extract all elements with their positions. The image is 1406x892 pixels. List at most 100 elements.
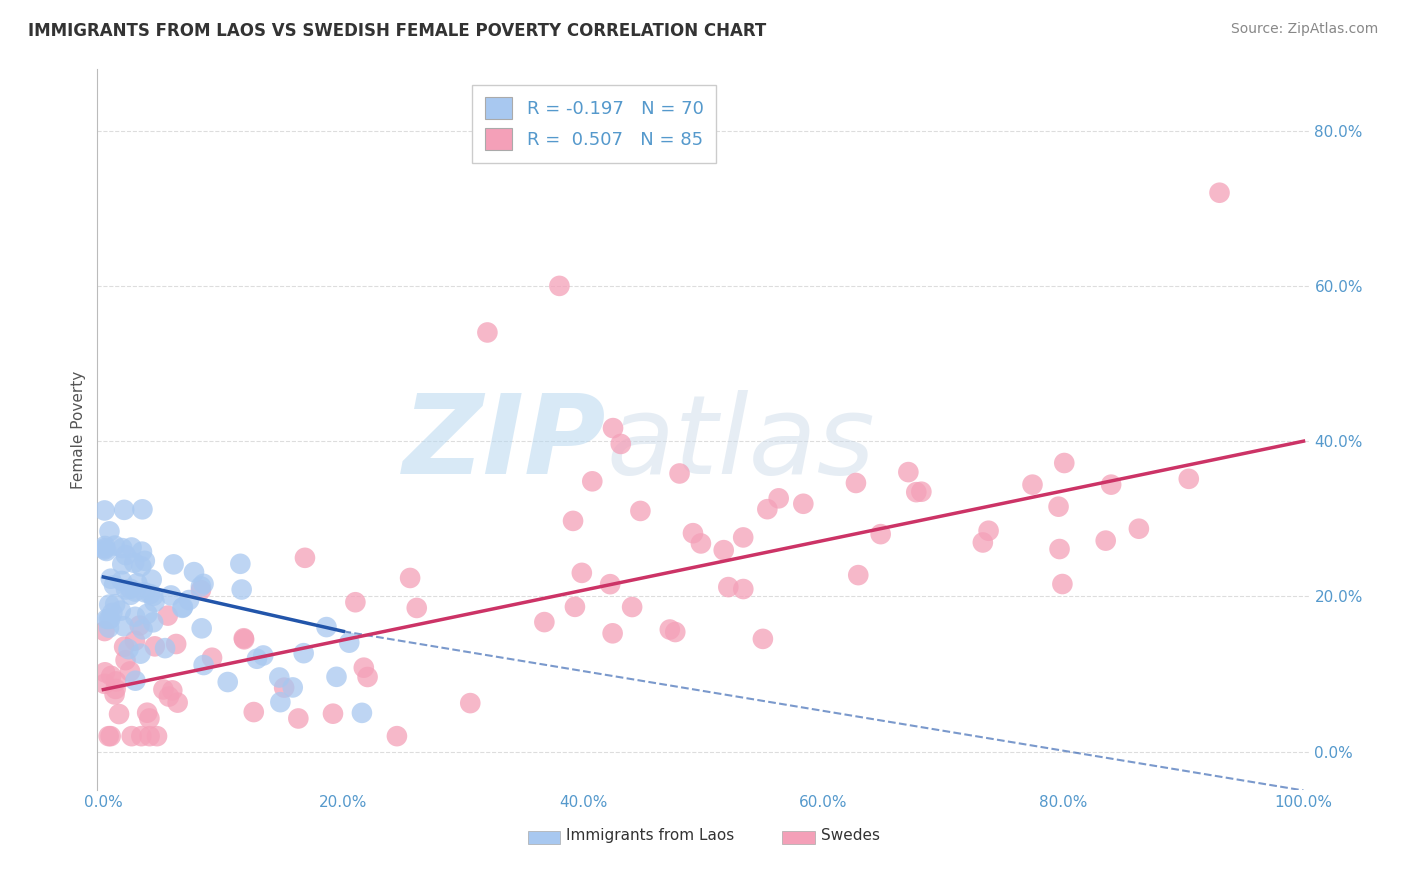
Point: [193, 658, 215, 673]
Point: [129, 647, 152, 661]
Point: [356, 670, 378, 684]
Point: [101, 606, 124, 620]
Point: [114, 653, 136, 667]
Point: [217, 675, 239, 690]
Point: [96, 612, 118, 626]
Point: [533, 615, 555, 629]
Point: [141, 573, 163, 587]
Point: [124, 633, 146, 648]
Point: [353, 661, 375, 675]
Point: [131, 502, 153, 516]
Point: [127, 576, 149, 591]
Point: [1094, 533, 1116, 548]
Point: [104, 539, 127, 553]
Point: [242, 705, 264, 719]
Point: [201, 650, 224, 665]
Point: [399, 571, 422, 585]
Point: [112, 619, 135, 633]
Point: [668, 467, 690, 481]
Point: [229, 557, 252, 571]
FancyBboxPatch shape: [782, 831, 815, 844]
Point: [1208, 186, 1230, 200]
Point: [98, 621, 121, 635]
Point: [93, 542, 115, 557]
Point: [111, 541, 134, 555]
Point: [325, 670, 347, 684]
Point: [269, 671, 291, 685]
Point: [1053, 456, 1076, 470]
Point: [621, 600, 644, 615]
Point: [405, 601, 427, 615]
Point: [112, 503, 135, 517]
Point: [105, 674, 128, 689]
Point: [905, 485, 928, 500]
Point: [114, 548, 136, 562]
Point: [477, 326, 499, 340]
Point: [232, 632, 254, 646]
Point: [562, 514, 585, 528]
Point: [104, 597, 127, 611]
Point: [136, 706, 159, 720]
Point: [134, 585, 156, 599]
Text: Immigrants from Laos: Immigrants from Laos: [567, 829, 735, 844]
Point: [602, 421, 624, 435]
Point: [233, 632, 256, 647]
Point: [190, 621, 212, 635]
Point: [246, 652, 269, 666]
Point: [120, 588, 142, 602]
Point: [98, 612, 121, 626]
Point: [120, 665, 142, 679]
Point: [281, 681, 304, 695]
Point: [717, 580, 740, 594]
Point: [138, 711, 160, 725]
Point: [458, 696, 481, 710]
Point: [93, 503, 115, 517]
Point: [93, 677, 115, 691]
Text: atlas: atlas: [606, 391, 875, 498]
Point: [1128, 522, 1150, 536]
Point: [287, 711, 309, 725]
Point: [1052, 577, 1074, 591]
Point: [166, 696, 188, 710]
Point: [136, 607, 159, 621]
Point: [292, 646, 315, 660]
Point: [93, 624, 115, 638]
Point: [337, 635, 360, 649]
Point: [1099, 477, 1122, 491]
Point: [121, 729, 143, 743]
Point: [177, 593, 200, 607]
Point: [269, 695, 291, 709]
Point: [160, 589, 183, 603]
Point: [142, 589, 165, 603]
Point: [845, 475, 868, 490]
Point: [165, 637, 187, 651]
Point: [190, 583, 212, 598]
Point: [120, 582, 142, 596]
Point: [142, 615, 165, 630]
Point: [108, 707, 131, 722]
Point: [172, 600, 194, 615]
Point: [162, 683, 184, 698]
Point: [103, 688, 125, 702]
Point: [972, 535, 994, 549]
Point: [124, 584, 146, 599]
Point: [96, 544, 118, 558]
Point: [564, 599, 586, 614]
Point: [183, 565, 205, 579]
Point: [1047, 500, 1070, 514]
Text: Source: ZipAtlas.com: Source: ZipAtlas.com: [1230, 22, 1378, 37]
Point: [156, 608, 179, 623]
Point: [252, 648, 274, 663]
Point: [792, 497, 814, 511]
Point: [190, 579, 212, 593]
Point: [94, 539, 117, 553]
Point: [768, 491, 790, 506]
Legend: R = -0.197   N = 70, R =  0.507   N = 85: R = -0.197 N = 70, R = 0.507 N = 85: [472, 85, 716, 163]
Point: [111, 574, 134, 588]
Point: [733, 530, 755, 544]
Point: [690, 536, 713, 550]
Point: [124, 673, 146, 688]
Text: IMMIGRANTS FROM LAOS VS SWEDISH FEMALE POVERTY CORRELATION CHART: IMMIGRANTS FROM LAOS VS SWEDISH FEMALE P…: [28, 22, 766, 40]
Point: [193, 577, 215, 591]
Point: [548, 279, 571, 293]
